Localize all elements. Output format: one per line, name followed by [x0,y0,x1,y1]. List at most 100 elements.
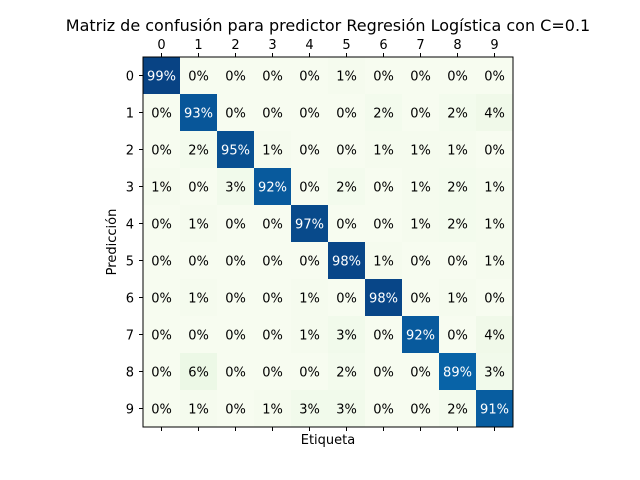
heatmap-cell [143,131,181,169]
cell-value-label: 0% [410,70,431,85]
cell-value-label: 3% [225,181,246,196]
cell-value-label: 0% [262,255,283,270]
cell-value-label: 0% [447,255,468,270]
cell-value-label: 2% [447,403,468,418]
heatmap-cell [402,353,440,391]
cell-value-label: 0% [410,366,431,381]
chart-title: Matriz de confusión para predictor Regre… [66,16,590,35]
cell-value-label: 0% [151,366,172,381]
heatmap-cell [476,168,514,206]
heatmap-cell [180,94,218,132]
heatmap-cell [439,242,477,280]
heatmap-cell [476,205,514,243]
heatmap-cell [143,94,181,132]
cell-value-label: 1% [188,403,209,418]
cell-value-label: 0% [299,70,320,85]
heatmap-cell [365,242,403,280]
heatmap-cell [439,316,477,354]
cell-value-label: 0% [262,218,283,233]
cell-value-label: 0% [373,70,394,85]
cell-value-label: 92% [258,181,287,196]
y-tick-label: 7 [126,329,134,344]
heatmap-cell [328,131,366,169]
cell-value-label: 0% [188,70,209,85]
heatmap-cell [365,390,403,428]
heatmap-cell [439,168,477,206]
heatmap-cell [439,353,477,391]
cell-value-label: 0% [410,403,431,418]
y-ticks: 0 1 2 3 4 5 6 7 8 9 [126,70,143,418]
cell-value-label: 1% [188,292,209,307]
heatmap-cell [476,390,514,428]
heatmap-cell [217,390,255,428]
heatmap-cell [365,168,403,206]
heatmap-cell [402,390,440,428]
y-tick-label: 4 [126,218,134,233]
cell-value-label: 0% [151,329,172,344]
heatmap-cell [365,205,403,243]
cell-value-label: 2% [447,107,468,122]
heatmap-cell [180,390,218,428]
heatmap-cell [365,131,403,169]
heatmap-cell [365,94,403,132]
heatmap-cell [402,57,440,95]
heatmap-cell [476,279,514,317]
heatmap-cell [476,94,514,132]
heatmap-cell [476,131,514,169]
heatmap-cell [365,279,403,317]
heatmap-cell [217,131,255,169]
cell-value-label: 0% [299,144,320,159]
x-tick-label: 5 [342,38,350,53]
heatmap-cell [217,242,255,280]
heatmap-cell [439,279,477,317]
cell-value-label: 1% [299,292,320,307]
x-ticks: 0 1 2 3 4 5 6 7 8 9 [157,38,499,431]
heatmap-cell [180,279,218,317]
heatmap-cell [439,205,477,243]
heatmap-cell [254,168,292,206]
heatmap-cell [402,131,440,169]
cell-value-label: 0% [188,181,209,196]
cell-value-label: 3% [336,329,357,344]
heatmap-cell [328,390,366,428]
heatmap-cell [291,353,329,391]
cell-value-label: 0% [336,292,357,307]
heatmap-cell [328,94,366,132]
heatmap-cell [402,168,440,206]
cell-value-label: 98% [369,292,398,307]
heatmap-cell [328,353,366,391]
cell-value-label: 0% [151,107,172,122]
heatmap-cell [180,168,218,206]
heatmap-cell [143,242,181,280]
cell-value-label: 1% [447,292,468,307]
cell-value-label: 0% [373,329,394,344]
y-tick-label: 8 [126,366,134,381]
y-tick-label: 5 [126,255,134,270]
heatmap-cell [439,57,477,95]
cell-value-label: 1% [188,218,209,233]
cell-value-label: 0% [410,292,431,307]
cell-value-label: 3% [336,403,357,418]
cell-value-label: 1% [410,181,431,196]
heatmap-cell [439,94,477,132]
cell-value-label: 2% [336,366,357,381]
cell-value-label: 0% [225,292,246,307]
cell-value-label: 0% [151,255,172,270]
cell-value-label: 1% [484,255,505,270]
heatmap-cell [180,205,218,243]
cell-value-label: 91% [480,403,509,418]
cell-value-label: 0% [262,366,283,381]
cell-value-label: 2% [336,181,357,196]
heatmap-cell [328,316,366,354]
cell-value-label: 0% [151,218,172,233]
heatmap-cell [143,205,181,243]
cell-value-label: 0% [373,181,394,196]
heatmap-cell [254,94,292,132]
heatmap-cell [217,279,255,317]
cell-value-label: 0% [484,144,505,159]
cell-value-label: 0% [188,329,209,344]
y-tick-label: 0 [126,70,134,85]
y-axis-label: Predicción [105,209,120,276]
x-tick-label: 7 [416,38,424,53]
cell-value-label: 0% [225,70,246,85]
